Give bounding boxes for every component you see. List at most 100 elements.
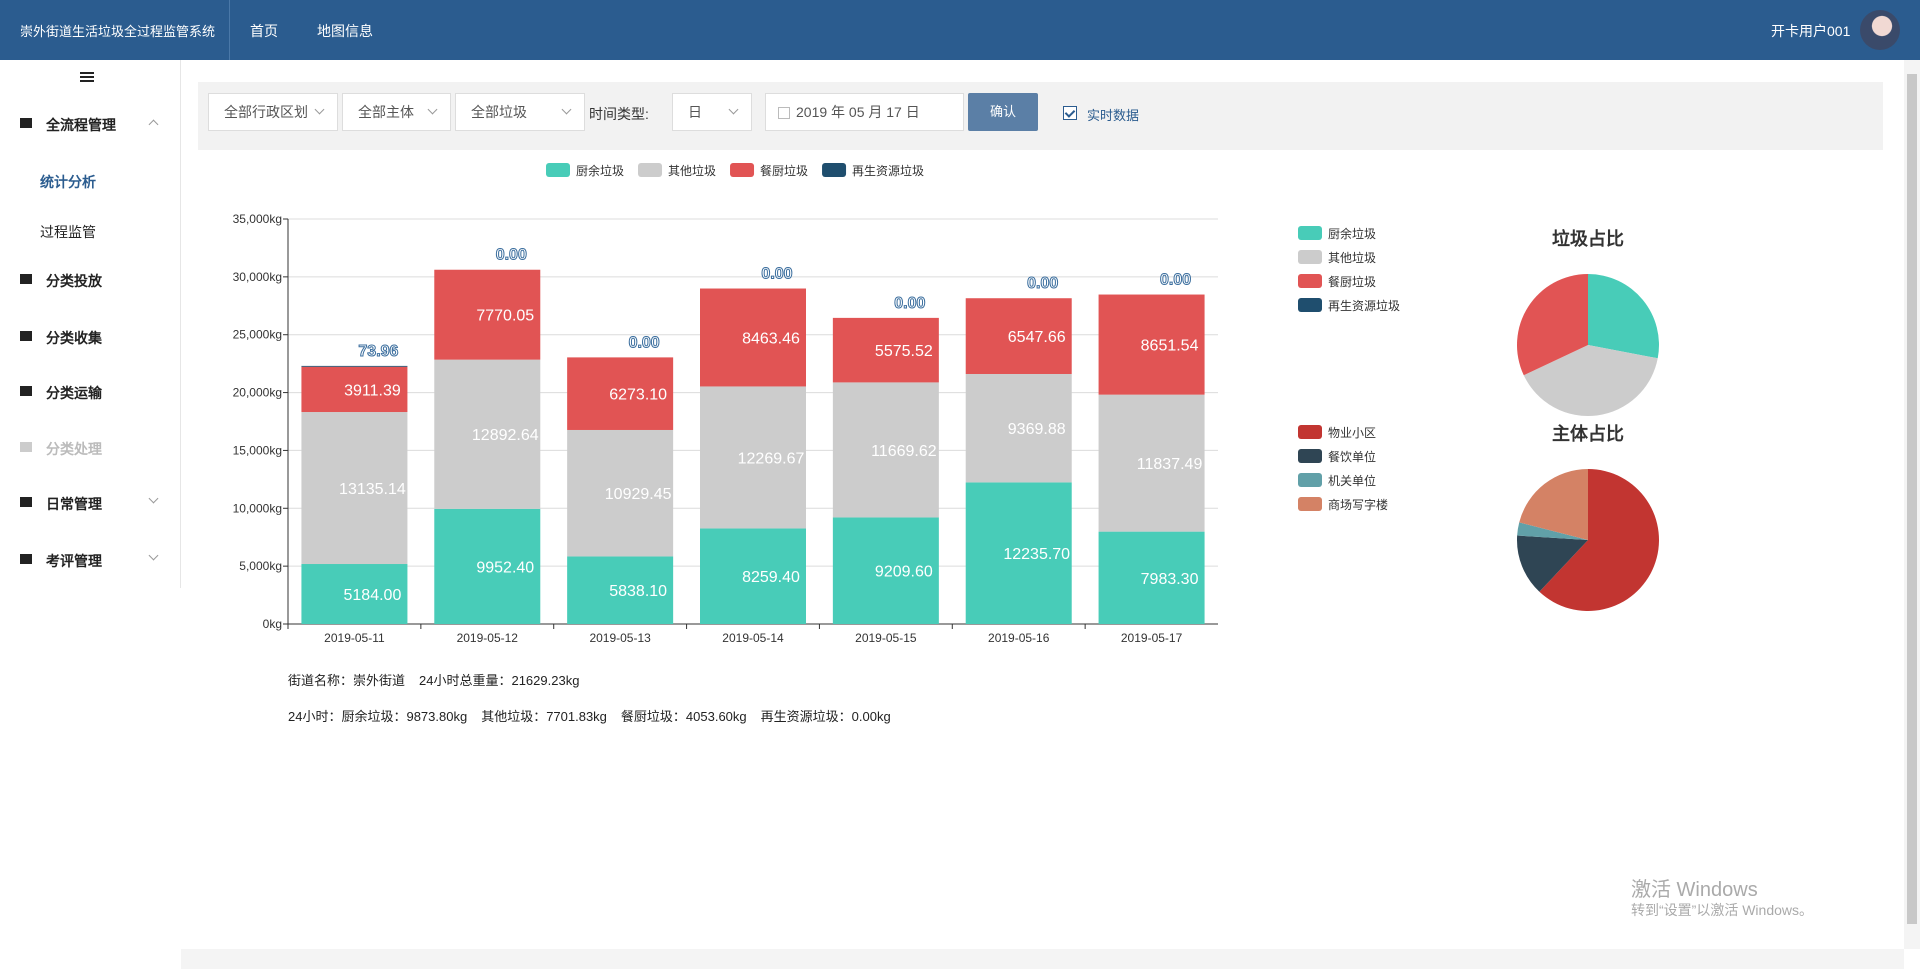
bar-segment bbox=[567, 357, 674, 430]
legend-label: 再生资源垃圾 bbox=[1328, 298, 1400, 313]
x-tick-label: 2019-05-15 bbox=[855, 631, 917, 645]
select-text: 全部行政区划 bbox=[224, 104, 308, 120]
legend-label: 机关单位 bbox=[1328, 473, 1376, 488]
subject-select[interactable]: 全部主体 bbox=[342, 93, 451, 131]
user-name[interactable]: 开卡用户001 bbox=[1771, 23, 1851, 39]
legend-swatch bbox=[638, 163, 663, 177]
bar-segment bbox=[301, 564, 408, 624]
time-type-select[interactable]: 日 bbox=[672, 93, 752, 131]
summary-text: 再生资源垃圾：0.00kg bbox=[760, 709, 891, 724]
legend-swatch bbox=[730, 163, 755, 177]
value-label: 12235.70 bbox=[1003, 546, 1070, 563]
menu-toggle[interactable] bbox=[80, 72, 94, 82]
x-tick-label: 2019-05-11 bbox=[324, 631, 385, 645]
bar-segment bbox=[434, 269, 541, 360]
legend-label: 餐饮单位 bbox=[1328, 449, 1376, 464]
menu-icon bbox=[20, 331, 32, 341]
bar-segment bbox=[1098, 294, 1205, 395]
garbage-select[interactable]: 全部垃圾 bbox=[455, 93, 585, 131]
date-input[interactable]: 2019 年 05 月 17 日 bbox=[765, 93, 964, 131]
h-scrollbar[interactable] bbox=[181, 949, 1904, 969]
menu-label: 日常管理 bbox=[46, 496, 102, 512]
value-label: 10929.45 bbox=[605, 486, 672, 503]
legend-swatch bbox=[546, 163, 570, 177]
value-label: 0.00 bbox=[1027, 275, 1058, 292]
value-label: 13135.14 bbox=[339, 481, 406, 498]
bar-segment bbox=[832, 517, 939, 624]
region-select[interactable]: 全部行政区划 bbox=[208, 93, 338, 131]
bar-segment bbox=[700, 288, 806, 387]
watermark-title: 激活 Windows bbox=[1631, 879, 1758, 901]
confirm-button[interactable]: 确认 bbox=[968, 93, 1038, 131]
y-tick-label: 35,000kg bbox=[233, 212, 282, 226]
checkbox[interactable] bbox=[1063, 106, 1077, 120]
value-label: 9369.88 bbox=[1008, 421, 1066, 438]
avatar[interactable] bbox=[1860, 10, 1900, 50]
date-text: 2019 年 05 月 17 日 bbox=[796, 104, 920, 120]
menu-icon bbox=[20, 386, 32, 396]
menu-label: 分类处理 bbox=[46, 441, 102, 457]
summary-text: 街道名称：崇外街道 bbox=[288, 673, 406, 688]
value-label: 12269.67 bbox=[738, 450, 805, 467]
menu-icon bbox=[20, 497, 32, 507]
pie-slice bbox=[1588, 274, 1659, 359]
bar-segment bbox=[567, 429, 674, 557]
menu-label: 分类运输 bbox=[46, 385, 102, 401]
pie-slice bbox=[1519, 469, 1588, 540]
legend-label: 厨余垃圾 bbox=[576, 163, 624, 178]
bar-segment bbox=[1098, 531, 1205, 624]
x-tick-label: 2019-05-12 bbox=[457, 631, 519, 645]
value-label: 9209.60 bbox=[875, 564, 933, 581]
legend-swatch bbox=[1298, 473, 1322, 487]
legend-label: 餐厨垃圾 bbox=[1328, 274, 1376, 289]
y-tick-label: 30,000kg bbox=[233, 270, 282, 284]
value-label: 5575.52 bbox=[875, 343, 933, 360]
pie-slice bbox=[1517, 522, 1588, 540]
legend-label: 餐厨垃圾 bbox=[760, 163, 808, 178]
menu-icon bbox=[20, 442, 32, 452]
value-label: 0.00 bbox=[496, 247, 527, 264]
legend-label: 物业小区 bbox=[1328, 426, 1376, 440]
bar-segment bbox=[965, 298, 1072, 374]
value-label: 12892.64 bbox=[472, 427, 539, 444]
legend-swatch bbox=[1298, 274, 1322, 288]
legend-swatch bbox=[1298, 449, 1322, 463]
value-label: 0.00 bbox=[1160, 272, 1191, 289]
bar-segment bbox=[832, 317, 939, 383]
label: 时间类型: bbox=[589, 106, 649, 122]
value-label: 8259.40 bbox=[742, 569, 800, 586]
divider bbox=[229, 0, 230, 60]
y-tick-label: 5,000kg bbox=[239, 559, 282, 573]
calendar-icon bbox=[778, 107, 790, 119]
pie-slice bbox=[1539, 469, 1659, 611]
bar-segment bbox=[1098, 394, 1205, 532]
v-scrollbar[interactable] bbox=[1904, 60, 1920, 949]
pie-slice bbox=[1523, 345, 1658, 416]
legend-swatch bbox=[1298, 298, 1322, 312]
value-label: 11669.62 bbox=[871, 443, 937, 460]
bar-segment bbox=[301, 365, 408, 367]
checkbox-label[interactable]: 实时数据 bbox=[1087, 108, 1140, 123]
header: 崇外街道生活垃圾全过程监管系统 首页 地图信息 开卡用户001 bbox=[0, 0, 1920, 60]
value-label: 6547.66 bbox=[1008, 329, 1066, 346]
x-tick-label: 2019-05-14 bbox=[722, 631, 784, 645]
menu-label: 统计分析 bbox=[40, 174, 96, 190]
y-tick-label: 10,000kg bbox=[233, 501, 282, 515]
value-label: 3911.39 bbox=[344, 382, 401, 399]
nav-link[interactable]: 首页 bbox=[250, 23, 278, 39]
x-tick-label: 2019-05-17 bbox=[1121, 631, 1183, 645]
y-tick-label: 25,000kg bbox=[233, 328, 282, 342]
pie-slice bbox=[1517, 535, 1588, 592]
nav-link[interactable]: 地图信息 bbox=[317, 23, 373, 39]
value-label: 7770.05 bbox=[476, 308, 534, 325]
legend-label: 其他垃圾 bbox=[1328, 250, 1376, 265]
chevron bbox=[148, 493, 159, 504]
y-tick-label: 15,000kg bbox=[233, 443, 282, 457]
bar-segment bbox=[434, 508, 541, 624]
select-text: 全部垃圾 bbox=[471, 104, 527, 120]
menu-icon bbox=[20, 118, 32, 128]
filter-bar: 全部行政区划 全部主体 全部垃圾 时间类型: 日 2019 年 05 月 17 … bbox=[198, 82, 1883, 150]
value-label: 0.00 bbox=[894, 295, 925, 312]
menu-label: 分类投放 bbox=[46, 273, 102, 289]
